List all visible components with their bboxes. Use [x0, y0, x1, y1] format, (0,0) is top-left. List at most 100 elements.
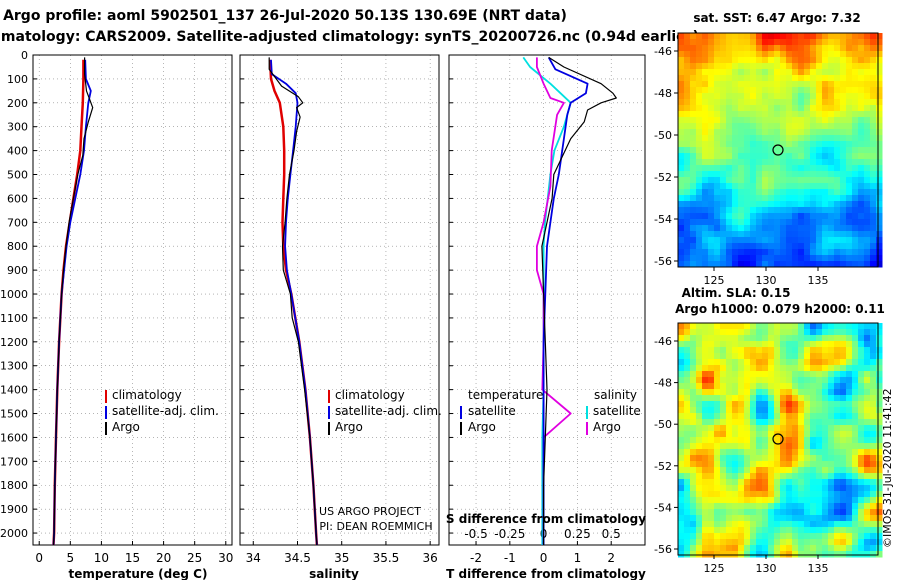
map-cell — [696, 401, 703, 408]
map-cell — [798, 413, 805, 420]
map-cell — [852, 509, 859, 516]
map-cell — [870, 437, 877, 444]
map-cell — [864, 341, 871, 348]
map-cell — [834, 545, 841, 552]
map-cell — [684, 425, 691, 432]
map-cell — [834, 377, 841, 384]
map-cell — [708, 33, 715, 40]
map-cell — [852, 165, 859, 172]
map-cell — [810, 255, 817, 262]
map-cell — [768, 123, 775, 130]
map-cell — [732, 401, 739, 408]
map-cell — [714, 371, 721, 378]
map-cell — [744, 359, 751, 366]
map-cell — [876, 473, 883, 480]
s-difference-label: S difference from climatology — [446, 512, 646, 526]
map-cell — [822, 521, 829, 528]
map-cell — [852, 437, 859, 444]
map-cell — [696, 93, 703, 100]
map-cell — [690, 99, 697, 106]
map-cell — [678, 123, 685, 130]
map-cell — [732, 81, 739, 88]
map-cell — [708, 249, 715, 256]
map-cell — [678, 225, 685, 232]
map-cell — [792, 521, 799, 528]
map-cell — [696, 183, 703, 190]
map-cell — [780, 123, 787, 130]
map-cell — [744, 449, 751, 456]
map-cell — [678, 129, 685, 136]
map-cell — [870, 551, 877, 558]
map-cell — [720, 81, 727, 88]
map-cell — [792, 255, 799, 262]
map-cell — [852, 413, 859, 420]
map-cell — [708, 503, 715, 510]
map-cell — [816, 243, 823, 250]
map-cell — [768, 539, 775, 546]
map-cell — [834, 225, 841, 232]
map-cell — [750, 153, 757, 160]
map-cell — [750, 455, 757, 462]
map-cell — [732, 237, 739, 244]
map-cell — [780, 219, 787, 226]
map-cell — [876, 539, 883, 546]
map-cell — [870, 323, 877, 330]
difference-xlabel: T difference from climatology — [446, 567, 646, 580]
x-tick-label: 5 — [66, 551, 74, 565]
map-cell — [720, 323, 727, 330]
map-cell — [864, 491, 871, 498]
map-cell — [876, 51, 883, 58]
map-cell — [780, 45, 787, 52]
map-cell — [828, 353, 835, 360]
map-cell — [792, 383, 799, 390]
map-cell — [696, 195, 703, 202]
map-cell — [876, 437, 883, 444]
map-cell — [876, 135, 883, 142]
map-cell — [846, 509, 853, 516]
map-cell — [828, 425, 835, 432]
map-cell — [726, 189, 733, 196]
map-cell — [696, 371, 703, 378]
map-cell — [702, 389, 709, 396]
map-cell — [858, 189, 865, 196]
map-cell — [798, 515, 805, 522]
map-cell — [834, 509, 841, 516]
map-cell — [846, 461, 853, 468]
map-cell — [822, 503, 829, 510]
map-cell — [876, 111, 883, 118]
map-cell — [810, 183, 817, 190]
map-cell — [858, 171, 865, 178]
map-cell — [714, 359, 721, 366]
map-cell — [816, 45, 823, 52]
map-cell — [852, 33, 859, 40]
map-cell — [714, 33, 721, 40]
map-cell — [744, 123, 751, 130]
map-cell — [858, 153, 865, 160]
map-cell — [690, 383, 697, 390]
map-cell — [858, 347, 865, 354]
map-cell — [714, 153, 721, 160]
map-cell — [846, 407, 853, 414]
map-cell — [762, 159, 769, 166]
map-cell — [852, 57, 859, 64]
map-cell — [780, 431, 787, 438]
map-cell — [708, 63, 715, 70]
map-cell — [762, 545, 769, 552]
map-cell — [792, 117, 799, 124]
map-cell — [750, 401, 757, 408]
map-cell — [852, 455, 859, 462]
map-cell — [876, 503, 883, 510]
map-cell — [678, 75, 685, 82]
map-cell — [828, 371, 835, 378]
map-cell — [756, 141, 763, 148]
map-cell — [768, 63, 775, 70]
map-cell — [708, 365, 715, 372]
map-cell — [744, 335, 751, 342]
map-cell — [816, 551, 823, 558]
map-cell — [780, 105, 787, 112]
map-cell — [822, 551, 829, 558]
map-cell — [750, 243, 757, 250]
map-cell — [756, 341, 763, 348]
map-cell — [678, 335, 685, 342]
depth-tick-label: 200 — [7, 97, 28, 110]
